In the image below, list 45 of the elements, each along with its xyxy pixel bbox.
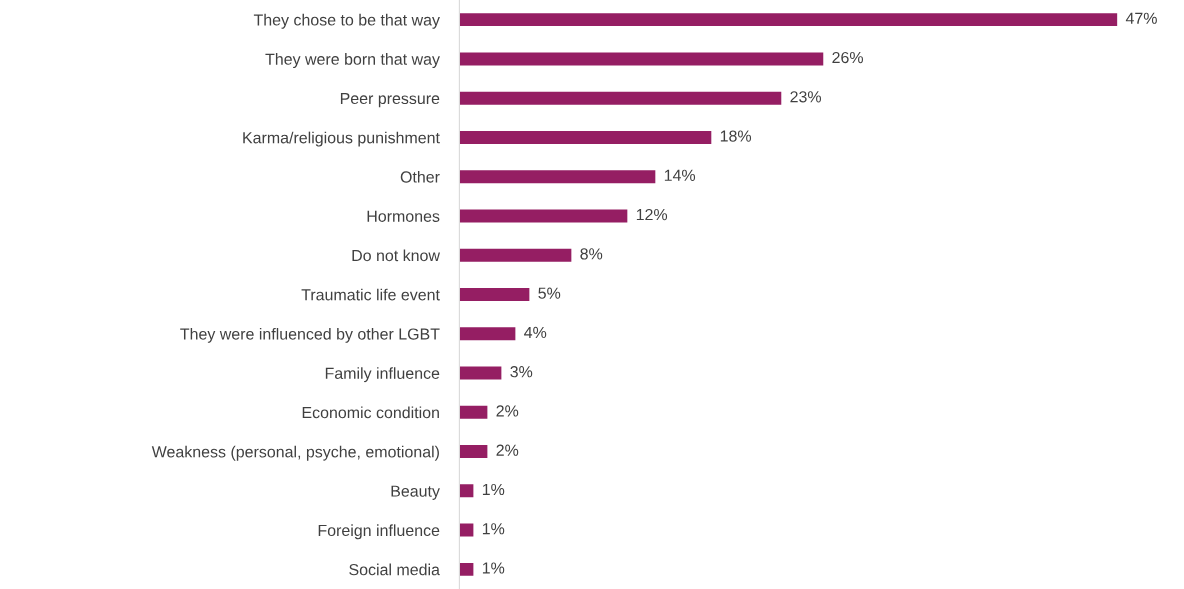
- bar: [459, 288, 530, 301]
- y-tick-label: Beauty: [391, 485, 440, 500]
- y-tick-label: Weakness (personal, psyche, emotional): [151, 445, 439, 461]
- data-label: 5%: [538, 287, 561, 299]
- data-label: 26%: [832, 51, 863, 64]
- data-label: 14%: [664, 169, 696, 181]
- data-label: 23%: [790, 91, 822, 103]
- y-tick-label: Peer pressure: [340, 92, 440, 108]
- y-tick-label: Social media: [349, 563, 440, 576]
- data-label: 1%: [482, 562, 505, 574]
- y-tick-label: Karma/religious punishment: [243, 131, 440, 147]
- y-tick-label: Economic condition: [302, 406, 439, 419]
- y-tick-label: Traumatic life event: [301, 288, 440, 301]
- bar: [459, 405, 488, 419]
- bar: [459, 130, 712, 144]
- y-tick-label: Family influence: [325, 367, 440, 383]
- data-label: 1%: [482, 483, 505, 496]
- bar: [459, 366, 502, 380]
- data-label: 1%: [482, 523, 505, 535]
- bar: [459, 91, 782, 105]
- bar: [459, 562, 474, 576]
- bar: [459, 484, 474, 498]
- y-tick-label: Foreign influence: [318, 524, 440, 540]
- bar: [459, 13, 1118, 27]
- data-label: 18%: [720, 130, 752, 142]
- data-label: 2%: [496, 444, 519, 456]
- bar: [459, 327, 516, 341]
- y-tick-label: Hormones: [367, 210, 440, 222]
- data-label: 4%: [524, 326, 547, 338]
- y-tick-label: Other: [400, 170, 440, 183]
- bar: [459, 248, 572, 262]
- y-tick-label: They chose to be that way: [253, 13, 440, 29]
- y-tick-label: They were influenced by other LGBT: [180, 327, 440, 343]
- bar: [459, 445, 488, 459]
- bar: [459, 523, 474, 537]
- bar: [459, 170, 656, 184]
- bar: [459, 209, 628, 223]
- y-tick-label: They were born that way: [265, 53, 440, 68]
- data-label: 8%: [580, 248, 603, 260]
- data-label: 3%: [510, 366, 533, 378]
- data-label: 12%: [636, 208, 668, 221]
- data-label: 47%: [1125, 12, 1157, 24]
- bar: [459, 52, 824, 66]
- y-tick-label: Do not know: [352, 249, 440, 262]
- data-label: 2%: [496, 405, 519, 417]
